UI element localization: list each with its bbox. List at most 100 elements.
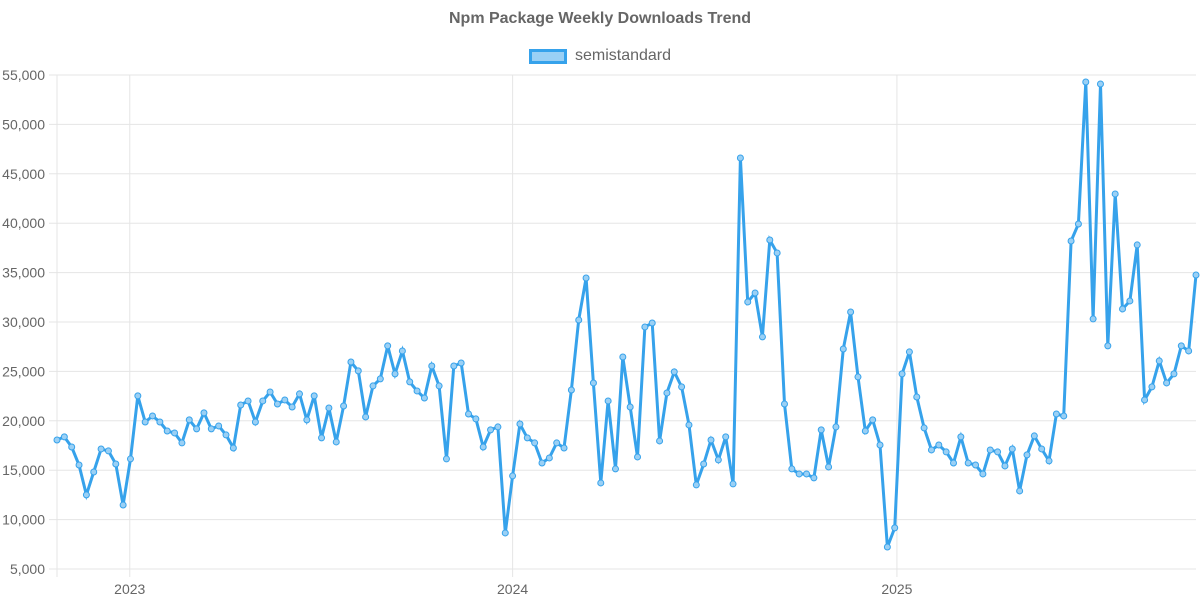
data-point: [1185, 347, 1193, 355]
data-point: [60, 433, 68, 441]
data-point: [369, 382, 377, 390]
data-point: [582, 274, 590, 282]
data-point: [611, 465, 619, 473]
data-point: [876, 441, 884, 449]
data-point: [288, 403, 296, 411]
chart-title: Npm Package Weekly Downloads Trend: [448, 10, 752, 27]
data-point: [825, 463, 833, 471]
data-point: [104, 447, 112, 455]
data-point: [1148, 383, 1156, 391]
data-point: [729, 480, 737, 488]
data-point: [964, 459, 972, 467]
data-point: [663, 389, 671, 397]
data-point: [575, 316, 583, 324]
data-point: [913, 393, 921, 401]
data-point: [744, 298, 752, 306]
data-point: [376, 375, 384, 383]
data-point: [1082, 78, 1090, 86]
data-point: [222, 431, 230, 439]
data-point: [795, 470, 803, 478]
data-point: [942, 448, 950, 456]
data-point: [758, 333, 766, 341]
data-point: [780, 400, 788, 408]
data-point: [90, 468, 98, 476]
data-point: [1096, 80, 1104, 88]
data-point: [810, 474, 818, 482]
data-point: [861, 427, 869, 435]
x-tick-label: 2024: [497, 581, 528, 597]
y-tick-label: 55,000: [2, 67, 45, 83]
data-point: [972, 461, 980, 469]
data-point: [869, 416, 877, 424]
data-point: [1170, 370, 1178, 378]
data-point: [229, 444, 237, 452]
data-point: [1126, 297, 1134, 305]
data-point: [1192, 271, 1200, 279]
data-point: [692, 481, 700, 489]
data-point: [97, 445, 105, 453]
data-point: [553, 439, 561, 447]
data-point: [1155, 357, 1163, 365]
data-point: [178, 439, 186, 447]
data-point: [185, 416, 193, 424]
data-point: [707, 436, 715, 444]
data-point: [156, 418, 164, 426]
data-point: [1030, 432, 1038, 440]
legend: semistandard: [0, 47, 1200, 65]
data-point: [898, 370, 906, 378]
data-point: [979, 470, 987, 478]
data-point: [318, 434, 326, 442]
data-point: [163, 427, 171, 435]
data-point: [472, 415, 480, 423]
data-point: [1023, 451, 1031, 459]
data-point: [1067, 237, 1075, 245]
data-point: [1177, 342, 1185, 350]
data-point: [589, 379, 597, 387]
data-point: [509, 472, 517, 480]
data-point: [413, 387, 421, 395]
data-point: [905, 348, 913, 356]
legend-label[interactable]: semistandard: [574, 47, 672, 64]
data-point: [648, 319, 656, 327]
data-point: [134, 392, 142, 400]
data-point: [700, 460, 708, 468]
y-tick-label: 35,000: [2, 265, 45, 281]
data-point: [545, 454, 553, 462]
data-point: [516, 420, 524, 428]
data-point: [420, 394, 428, 402]
data-point: [251, 418, 259, 426]
data-point: [398, 347, 406, 355]
data-point: [920, 424, 928, 432]
data-point: [465, 410, 473, 418]
data-point: [1001, 462, 1009, 470]
data-point: [678, 383, 686, 391]
data-point: [237, 401, 245, 409]
data-point: [1133, 241, 1141, 249]
data-point: [927, 446, 935, 454]
data-point: [1089, 315, 1097, 323]
data-point: [126, 455, 134, 463]
data-point: [751, 289, 759, 297]
data-point: [244, 397, 252, 405]
data-point: [626, 403, 634, 411]
data-point: [82, 491, 90, 499]
data-point: [560, 444, 568, 452]
data-point: [656, 437, 664, 445]
y-tick-label: 45,000: [2, 166, 45, 182]
data-point: [803, 470, 811, 478]
y-tick-label: 20,000: [2, 413, 45, 429]
data-point: [1038, 445, 1046, 453]
data-point: [266, 388, 274, 396]
data-point: [832, 423, 840, 431]
legend-swatch[interactable]: [528, 48, 567, 64]
data-point: [332, 438, 340, 446]
data-point: [538, 459, 546, 467]
data-point: [736, 154, 744, 162]
data-point: [340, 402, 348, 410]
data-point: [450, 362, 458, 370]
data-point: [53, 436, 61, 444]
data-point: [112, 460, 120, 468]
data-point: [325, 404, 333, 412]
data-point: [310, 392, 318, 400]
